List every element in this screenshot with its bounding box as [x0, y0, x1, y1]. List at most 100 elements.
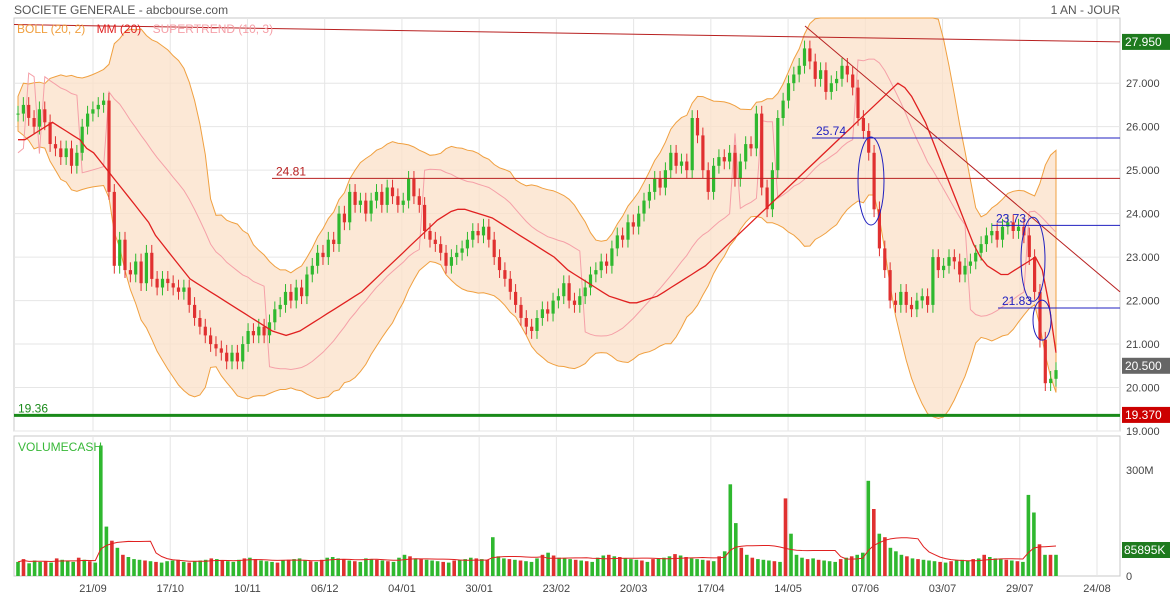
volume-bar: [662, 557, 666, 576]
candle: [230, 352, 234, 362]
candle: [947, 257, 951, 266]
volume-bar: [711, 561, 716, 576]
volume-bar: [430, 560, 434, 576]
candle: [428, 231, 432, 240]
candle: [877, 209, 881, 249]
candle: [792, 74, 796, 84]
volume-bar: [513, 559, 517, 576]
volume-bar: [198, 560, 202, 576]
candle: [658, 178, 662, 188]
candle: [733, 152, 737, 179]
volume-bar: [507, 559, 512, 576]
period-label[interactable]: 1 AN - JOUR: [1050, 3, 1120, 17]
volume-bar: [700, 559, 705, 576]
volume-bar: [805, 559, 810, 576]
candle: [893, 300, 898, 305]
candle: [1000, 226, 1005, 240]
candle: [96, 104, 100, 110]
candle: [899, 291, 903, 305]
legend-mm[interactable]: MM (20): [96, 22, 142, 36]
level-label: 24.81: [276, 164, 306, 178]
volume-bar: [916, 559, 920, 576]
candle: [37, 109, 41, 127]
volume-bar: [816, 559, 821, 576]
volume-bar: [364, 558, 368, 576]
volume-bar: [905, 556, 909, 576]
volume-bar: [629, 559, 633, 576]
x-tick-label: 07/06: [852, 583, 880, 595]
volume-bar: [612, 556, 617, 576]
volume-bar: [27, 563, 31, 576]
volume-bar: [325, 557, 329, 576]
volume-bar: [264, 561, 269, 576]
volume-bar: [618, 557, 622, 576]
legend-supertrend[interactable]: SUPERTREND (10, 3): [152, 22, 274, 36]
volume-bar: [237, 559, 241, 576]
volume-bar: [965, 560, 970, 576]
volume-panel: [13, 435, 1121, 577]
candle: [300, 287, 304, 297]
x-tick-label: 10/11: [234, 583, 261, 595]
volume-bar: [717, 556, 721, 576]
candle: [637, 213, 641, 227]
volume-bar: [397, 557, 401, 576]
candle: [909, 304, 914, 310]
candle: [760, 113, 764, 188]
candle: [53, 144, 58, 149]
candle: [160, 278, 165, 288]
candle: [674, 152, 678, 166]
supertrend-line: [17, 58, 1057, 371]
volume-bar: [292, 559, 296, 576]
volume-bar: [181, 561, 186, 576]
y-tick-label: 27.000: [1126, 78, 1160, 90]
volume-bar: [226, 561, 230, 576]
volume-bar: [82, 559, 87, 576]
volume-bar: [419, 559, 423, 576]
candle: [749, 144, 753, 149]
candle: [1038, 291, 1042, 340]
candle: [59, 148, 63, 158]
mm20-line: [18, 82, 1057, 353]
volume-bar: [899, 554, 904, 576]
candle: [861, 118, 865, 131]
volume-bar: [480, 559, 484, 576]
volume-bar: [601, 555, 606, 576]
candle: [471, 231, 475, 240]
volume-bar: [728, 484, 733, 576]
volume-bar: [259, 560, 263, 576]
volume-bar: [722, 551, 727, 576]
candle: [797, 65, 801, 75]
volume-bar: [286, 559, 291, 576]
y-tick-label: 25.000: [1126, 165, 1160, 177]
volume-bar: [469, 557, 473, 576]
candle: [176, 287, 181, 292]
volume-bar: [452, 560, 456, 576]
volume-bar: [308, 561, 313, 576]
candle: [358, 200, 362, 205]
candle: [182, 287, 186, 292]
candle: [380, 191, 384, 205]
candle: [583, 287, 587, 297]
trendline-down: [804, 25, 1121, 293]
legend-boll[interactable]: BOLL (20, 2): [17, 22, 86, 36]
candle: [685, 161, 689, 171]
candle: [353, 191, 357, 205]
volume-bar: [999, 559, 1003, 576]
candle: [835, 78, 839, 84]
volume-bar: [491, 537, 495, 576]
candle: [171, 283, 175, 288]
candle: [974, 252, 978, 262]
candle: [856, 87, 860, 118]
candle: [219, 348, 223, 353]
volume-bar: [435, 561, 440, 576]
candle: [829, 83, 833, 92]
candle: [808, 48, 812, 62]
candle: [412, 178, 416, 197]
volume-bar: [894, 551, 898, 576]
candle: [631, 222, 635, 227]
candle: [813, 61, 817, 79]
x-tick-label: 17/04: [697, 583, 725, 595]
candle: [819, 70, 823, 79]
volume-bar: [275, 562, 280, 576]
candle: [48, 122, 52, 144]
